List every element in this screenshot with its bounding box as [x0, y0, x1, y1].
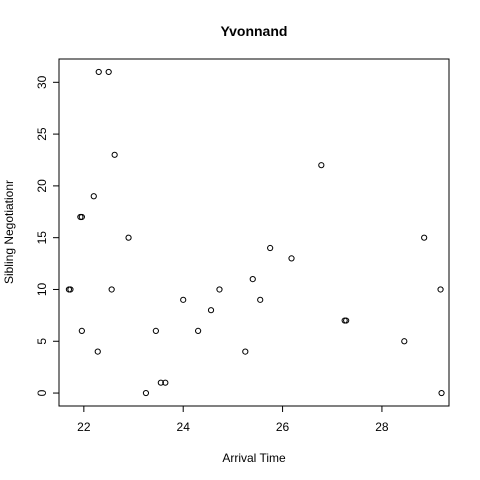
- data-points: [65, 68, 445, 397]
- y-tick-label: 0: [35, 389, 49, 396]
- data-point: [157, 379, 164, 386]
- x-tick-label: 26: [276, 420, 290, 434]
- data-point: [288, 255, 295, 262]
- data-point: [111, 151, 118, 158]
- data-point: [90, 193, 97, 200]
- y-tick-label: 5: [35, 338, 49, 345]
- y-tick-label: 10: [35, 282, 49, 296]
- data-point: [108, 286, 115, 293]
- y-tick-label: 20: [35, 179, 49, 193]
- y-axis: 0 5 10 15 20 25 30: [35, 75, 60, 396]
- x-tick-label: 22: [77, 420, 91, 434]
- data-point: [105, 68, 112, 76]
- x-tick-label: 24: [177, 420, 191, 434]
- data-point: [207, 307, 215, 314]
- x-axis-label: Arrival Time: [222, 451, 286, 465]
- chart-title: Yvonnand: [221, 23, 288, 39]
- data-point: [438, 389, 445, 397]
- y-tick-label: 30: [35, 75, 49, 89]
- x-axis: 22 24 26 28: [77, 405, 389, 434]
- data-point: [401, 338, 408, 345]
- x-tick-label: 28: [375, 420, 389, 434]
- data-point: [125, 234, 132, 241]
- data-point: [95, 68, 102, 76]
- data-point: [78, 327, 85, 335]
- data-point: [343, 317, 350, 324]
- data-point: [78, 213, 85, 221]
- data-point: [94, 348, 101, 355]
- data-point: [242, 348, 249, 355]
- data-point: [152, 327, 159, 335]
- data-point: [216, 286, 223, 293]
- data-point: [195, 327, 202, 335]
- data-point: [318, 162, 325, 169]
- y-axis-label: Sibling Negotiationr: [2, 180, 16, 284]
- data-point: [162, 379, 169, 386]
- data-point: [421, 234, 428, 241]
- data-point: [67, 286, 74, 293]
- data-point: [257, 296, 264, 303]
- data-point: [180, 296, 187, 303]
- data-point: [249, 276, 256, 283]
- y-tick-label: 15: [35, 231, 49, 245]
- data-point: [267, 244, 274, 252]
- y-tick-label: 25: [35, 127, 49, 141]
- data-point: [437, 286, 444, 293]
- data-point: [142, 389, 150, 397]
